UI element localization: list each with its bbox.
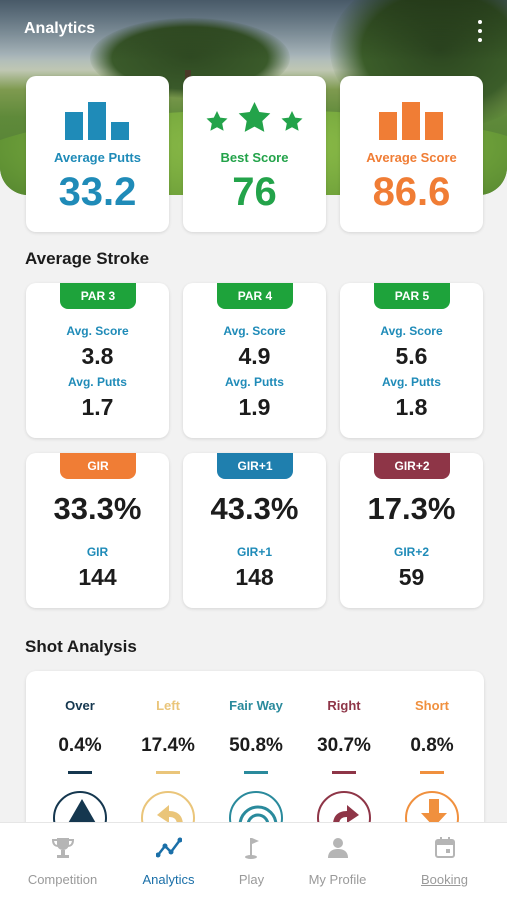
average-stroke-title: Average Stroke xyxy=(25,249,150,268)
gir-label: GIR xyxy=(86,545,109,559)
gir-card: GIR 33.3% GIR 144 xyxy=(26,453,169,608)
app-bar: Analytics xyxy=(0,0,507,60)
nav-item-competition[interactable]: Competition xyxy=(12,823,113,900)
shot-name: Fair Way xyxy=(229,698,283,713)
stars-icon xyxy=(206,102,303,132)
person-icon xyxy=(328,838,348,858)
shot-bar xyxy=(156,771,180,774)
stat-card-best-score: Best Score 76 xyxy=(183,76,326,232)
nav-label: My Profile xyxy=(308,872,367,887)
avg-score-label: Avg. Score xyxy=(380,324,443,338)
gir-plus2-card: GIR+2 17.3% GIR+2 59 xyxy=(340,453,483,608)
stat-card-average-putts: Average Putts 33.2 xyxy=(26,76,169,232)
nav-label: Booking xyxy=(421,872,468,887)
shot-name: Left xyxy=(156,698,180,713)
gir-count: 148 xyxy=(235,564,274,590)
calendar-icon xyxy=(435,837,455,858)
bottom-navigation: Competition Analytics Play My Profile xyxy=(0,822,507,900)
nav-label: Analytics xyxy=(142,872,195,887)
avg-score-value: 3.8 xyxy=(81,343,114,369)
gir-label: GIR+2 xyxy=(393,545,429,559)
shot-percent: 0.4% xyxy=(58,735,102,756)
par-tag: PAR 3 xyxy=(60,283,136,309)
shot-percent: 30.7% xyxy=(317,735,371,756)
avg-putts-label: Avg. Putts xyxy=(382,375,441,389)
stat-label: Best Score xyxy=(220,150,289,165)
gir-percent: 43.3% xyxy=(210,491,299,526)
flag-icon xyxy=(245,838,259,859)
gir-percent: 33.3% xyxy=(53,491,142,526)
line-chart-icon xyxy=(156,837,182,858)
avg-putts-value: 1.8 xyxy=(395,394,428,420)
nav-item-booking[interactable]: Booking xyxy=(394,823,495,900)
trophy-icon xyxy=(51,838,75,858)
avg-putts-label: Avg. Putts xyxy=(68,375,127,389)
avg-score-label: Avg. Score xyxy=(223,324,286,338)
gir-percent: 17.3% xyxy=(367,491,456,526)
gir-plus1-card: GIR+1 43.3% GIR+1 148 xyxy=(183,453,326,608)
shot-name: Over xyxy=(65,698,95,713)
avg-score-label: Avg. Score xyxy=(66,324,129,338)
par-tag: PAR 5 xyxy=(374,283,450,309)
avg-score-value: 4.9 xyxy=(238,343,271,369)
stat-value: 33.2 xyxy=(58,170,137,214)
shot-name: Short xyxy=(415,698,449,713)
avg-putts-value: 1.7 xyxy=(81,394,114,420)
nav-item-play[interactable]: Play xyxy=(201,823,302,900)
shot-percent: 50.8% xyxy=(229,735,283,756)
page-title: Analytics xyxy=(24,20,96,37)
shot-bar xyxy=(68,771,92,774)
stat-label: Average Score xyxy=(366,150,457,165)
gir-tag: GIR xyxy=(60,453,136,479)
avg-score-value: 5.6 xyxy=(395,343,428,369)
stat-value: 86.6 xyxy=(372,170,451,214)
gir-tag: GIR+2 xyxy=(374,453,450,479)
shot-percent: 0.8% xyxy=(410,735,454,756)
par-tag: PAR 4 xyxy=(217,283,293,309)
nav-label: Competition xyxy=(27,872,98,887)
par-card-3: PAR 3 Avg. Score 3.8 Avg. Putts 1.7 xyxy=(26,283,169,438)
shot-bar xyxy=(420,771,444,774)
bar-chart-icon xyxy=(65,102,129,140)
shot-bar xyxy=(332,771,356,774)
nav-label: Play xyxy=(238,872,265,887)
gir-count: 144 xyxy=(78,564,117,590)
more-options-icon[interactable] xyxy=(470,18,490,44)
avg-putts-label: Avg. Putts xyxy=(225,375,284,389)
stat-label: Average Putts xyxy=(54,150,141,165)
par-card-4: PAR 4 Avg. Score 4.9 Avg. Putts 1.9 xyxy=(183,283,326,438)
gir-count: 59 xyxy=(398,564,425,590)
nav-item-analytics[interactable]: Analytics xyxy=(118,823,219,900)
gir-tag: GIR+1 xyxy=(217,453,293,479)
shot-analysis-card: Over 0.4% Left 17.4% Fair Way 50.8% Righ… xyxy=(26,671,484,845)
shot-name: Right xyxy=(327,698,361,713)
stat-card-average-score: Average Score 86.6 xyxy=(340,76,483,232)
bar-chart-icon xyxy=(379,102,443,140)
shot-bar xyxy=(244,771,268,774)
shot-percent: 17.4% xyxy=(141,735,195,756)
gir-label: GIR+1 xyxy=(236,545,272,559)
shot-analysis-title: Shot Analysis xyxy=(25,637,137,656)
par-card-5: PAR 5 Avg. Score 5.6 Avg. Putts 1.8 xyxy=(340,283,483,438)
nav-item-my-profile[interactable]: My Profile xyxy=(287,823,388,900)
avg-putts-value: 1.9 xyxy=(238,394,271,420)
stat-value: 76 xyxy=(232,170,277,214)
